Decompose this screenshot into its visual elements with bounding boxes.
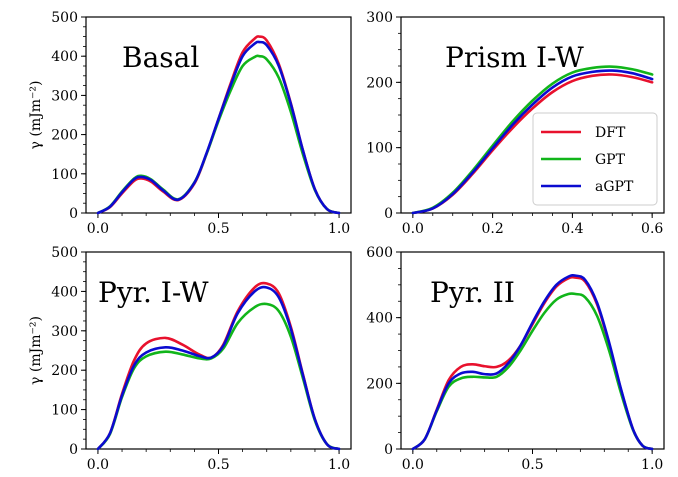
panel-title: Pyr. I-W	[98, 276, 209, 309]
y-tick-label: 200	[51, 363, 78, 379]
series-line-gpt	[411, 292, 654, 451]
x-tick-label: 0.5	[521, 457, 543, 473]
legend-label-dft: DFT	[595, 125, 626, 141]
y-tick-label: 400	[51, 49, 78, 65]
x-tick-label: 0.4	[561, 221, 583, 237]
series-line-gpt	[96, 54, 341, 215]
y-tick-label: 200	[51, 128, 78, 144]
x-tick-label: 1.0	[641, 457, 663, 473]
x-tick-label: 0.0	[87, 457, 109, 473]
panel-3: 0.0 0.5 1.0 0 100 200 300 400 500 Pyr. I-W γ (mJm⁻…	[28, 245, 352, 473]
panel-title: Pyr. II	[430, 276, 515, 309]
x-tick-label: 0.6	[641, 221, 663, 237]
y-axis-label: γ (mJm⁻²)	[28, 81, 44, 150]
legend-label-gpt: GPT	[595, 152, 626, 168]
y-tick-label: 100	[366, 141, 393, 157]
y-tick-label: 600	[366, 245, 393, 261]
y-tick-label: 400	[366, 311, 393, 327]
panel-1: 0.0 0.5 1.0 0 100 200 300 400 500 Basal γ (mJm⁻²)	[28, 10, 352, 237]
x-tick-label: 0.2	[481, 221, 503, 237]
y-tick-label: 0	[384, 442, 393, 458]
x-tick-label: 1.0	[328, 457, 350, 473]
y-tick-label: 100	[51, 167, 78, 183]
y-tick-label: 200	[366, 376, 393, 392]
panel-2: 0.0 0.2 0.4 0.6 0 100 200 300 Prism I-W DFT GPT aGP…	[366, 10, 665, 237]
panel-title: Basal	[122, 41, 199, 74]
x-tick-label: 0.5	[207, 221, 229, 237]
x-tick-label: 0.5	[207, 457, 229, 473]
series-line-agpt	[411, 274, 654, 451]
y-tick-label: 500	[51, 10, 78, 26]
x-tick-label: 0.0	[402, 457, 424, 473]
series-line-agpt	[96, 40, 341, 215]
legend-label-agpt: aGPT	[595, 179, 634, 195]
y-tick-label: 200	[366, 75, 393, 91]
y-tick-label: 300	[51, 324, 78, 340]
y-tick-label: 100	[51, 403, 78, 419]
y-tick-label: 500	[51, 245, 78, 261]
legend-box	[532, 112, 658, 206]
panel-4: 0.0 0.5 1.0 0 200 400 600 Pyr. II	[366, 245, 665, 473]
y-tick-label: 0	[384, 206, 393, 222]
y-axis-label: γ (mJm⁻²)	[28, 316, 44, 385]
y-tick-label: 300	[51, 88, 78, 104]
y-tick-label: 400	[51, 284, 78, 300]
y-tick-label: 300	[366, 10, 393, 26]
y-tick-label: 0	[69, 206, 78, 222]
y-tick-label: 0	[69, 442, 78, 458]
x-tick-label: 0.0	[87, 221, 109, 237]
x-tick-label: 0.0	[402, 221, 424, 237]
series-line-agpt	[411, 69, 654, 215]
series-line-agpt	[96, 285, 341, 451]
x-tick-label: 1.0	[328, 221, 350, 237]
panel-title: Prism I-W	[445, 41, 584, 74]
